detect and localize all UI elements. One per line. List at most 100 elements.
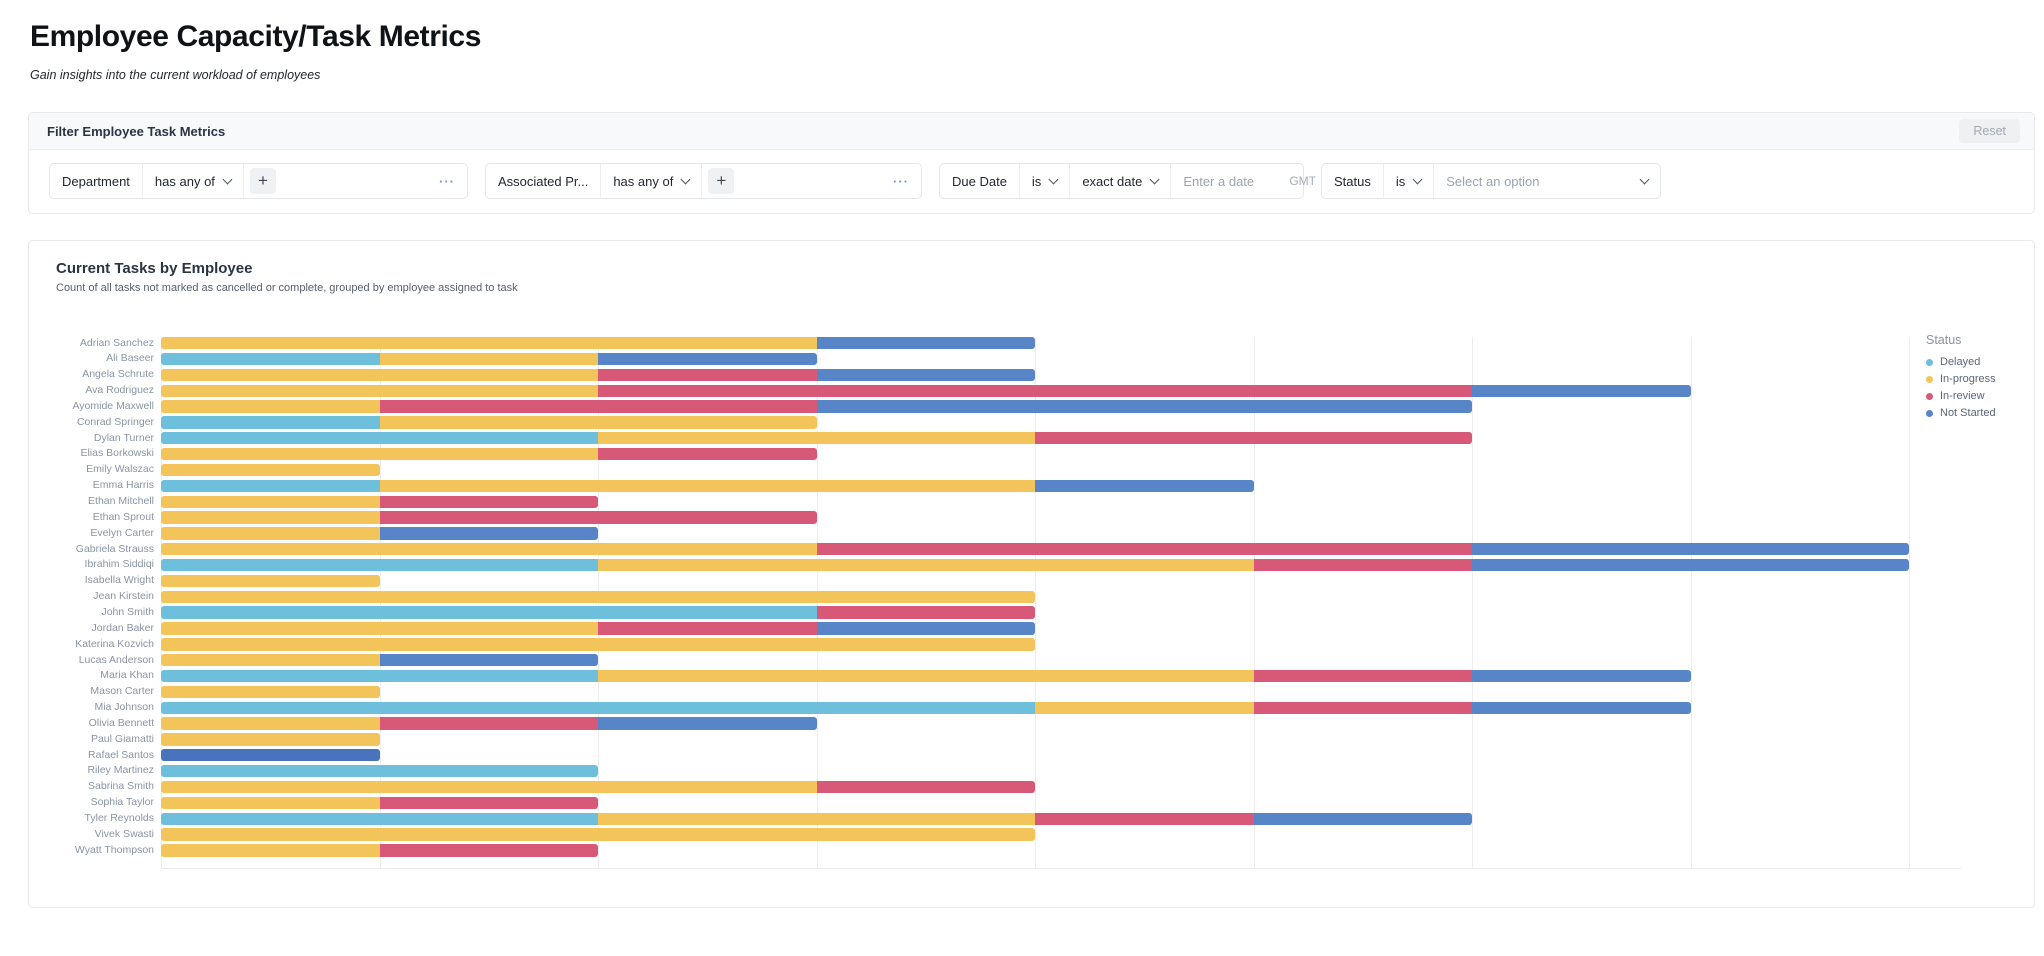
bar-segment-in-progress[interactable]	[161, 511, 380, 524]
legend-item-delayed[interactable]: Delayed	[1926, 356, 2034, 368]
bar-row	[161, 352, 817, 366]
bar-segment-in-review[interactable]	[598, 622, 817, 635]
department-operator-dropdown[interactable]: has any of	[141, 164, 243, 198]
bar-segment-in-progress[interactable]	[161, 400, 380, 413]
bar-segment-not-started[interactable]	[1472, 384, 1691, 397]
bar-segment-in-review[interactable]	[1035, 812, 1254, 825]
project-more-button[interactable]: ···	[893, 173, 909, 189]
bar-segment-not-started[interactable]	[1472, 558, 1909, 572]
bar-segment-in-review[interactable]	[1253, 558, 1472, 572]
bar-segment-in-progress[interactable]	[161, 337, 817, 350]
bar-segment-in-progress[interactable]	[161, 685, 380, 699]
bar-segment-in-review[interactable]	[1035, 432, 1472, 445]
bar-segment-not-started[interactable]	[816, 337, 1035, 350]
bar-segment-in-progress[interactable]	[161, 828, 1035, 841]
add-department-value-button[interactable]: +	[249, 168, 276, 194]
reset-button[interactable]: Reset	[1959, 119, 2020, 143]
bar-segment-in-progress[interactable]	[161, 622, 598, 635]
bar-segment-in-review[interactable]	[598, 447, 817, 461]
bar-row	[161, 574, 380, 588]
bar-segment-not-started[interactable]	[1472, 669, 1691, 683]
x-gridline	[598, 337, 599, 869]
bar-segment-in-progress[interactable]	[161, 638, 1035, 651]
bar-segment-in-progress[interactable]	[161, 654, 380, 667]
bar-segment-in-review[interactable]	[598, 368, 817, 382]
bar-segment-in-progress[interactable]	[598, 558, 1254, 572]
bar-segment-in-progress[interactable]	[161, 495, 380, 508]
department-more-button[interactable]: ···	[439, 173, 455, 189]
bar-segment-in-review[interactable]	[1253, 701, 1472, 714]
bar-segment-delayed[interactable]	[161, 669, 598, 683]
bar-segment-in-progress[interactable]	[161, 780, 817, 794]
bar-segment-delayed[interactable]	[161, 701, 1035, 714]
status-operator-dropdown[interactable]: is	[1382, 164, 1433, 198]
department-values-area[interactable]	[282, 164, 427, 198]
bar-segment-not-started[interactable]	[379, 527, 598, 540]
legend-item-not-started[interactable]: Not Started	[1926, 407, 2034, 419]
bar-segment-not-started[interactable]	[1253, 812, 1472, 825]
bar-segment-in-review[interactable]	[379, 400, 817, 413]
filter-pill-department: Department has any of + ···	[49, 163, 468, 199]
bar-segment-in-review[interactable]	[379, 717, 598, 730]
bar-segment-in-progress[interactable]	[598, 812, 1035, 825]
bar-segment-delayed[interactable]	[161, 352, 380, 366]
bar-segment-in-review[interactable]	[379, 844, 598, 857]
bar-segment-in-progress[interactable]	[161, 844, 380, 857]
bar-segment-in-review[interactable]	[816, 543, 1472, 556]
due-date-mode-dropdown[interactable]: exact date	[1069, 164, 1170, 198]
bar-segment-not-started[interactable]	[816, 622, 1035, 635]
bar-segment-in-progress[interactable]	[161, 543, 817, 556]
bar-segment-in-review[interactable]	[816, 606, 1035, 619]
bar-segment-delayed[interactable]	[161, 558, 598, 572]
bar-segment-in-progress[interactable]	[379, 416, 817, 429]
filter-pill-associated-project: Associated Pr... has any of + ···	[485, 163, 922, 199]
bar-segment-in-progress[interactable]	[161, 733, 380, 746]
bar-segment-in-review[interactable]	[1253, 669, 1472, 683]
bar-segment-delayed[interactable]	[161, 606, 817, 619]
project-operator-dropdown[interactable]: has any of	[600, 164, 701, 198]
bar-segment-in-progress[interactable]	[379, 352, 598, 366]
project-values-area[interactable]	[740, 164, 881, 198]
bar-segment-delayed[interactable]	[161, 764, 598, 778]
add-project-value-button[interactable]: +	[708, 168, 735, 194]
bar-segment-in-progress[interactable]	[161, 447, 598, 461]
bar-segment-in-progress[interactable]	[598, 669, 1254, 683]
legend-item-in-progress[interactable]: In-progress	[1926, 373, 2034, 385]
bar-segment-not-started[interactable]	[598, 717, 817, 730]
status-select[interactable]: Select an option	[1433, 164, 1660, 198]
bar-segment-in-progress[interactable]	[161, 796, 380, 810]
bar-segment-in-progress[interactable]	[161, 574, 380, 588]
bar-segment-not-started[interactable]	[1472, 543, 1909, 556]
bar-segment-in-review[interactable]	[598, 384, 1472, 397]
bar-segment-not-started[interactable]	[1035, 479, 1254, 493]
chart-subtitle: Count of all tasks not marked as cancell…	[56, 282, 518, 294]
bar-segment-in-review[interactable]	[379, 511, 817, 524]
bar-segment-in-progress[interactable]	[379, 479, 1035, 493]
bar-row	[161, 828, 1035, 841]
bar-segment-not-started[interactable]	[816, 400, 1472, 413]
bar-segment-delayed[interactable]	[161, 812, 598, 825]
bar-segment-in-review[interactable]	[379, 796, 598, 810]
bar-segment-in-progress[interactable]	[1035, 701, 1254, 714]
bar-segment-in-review[interactable]	[816, 780, 1035, 794]
bar-segment-in-progress[interactable]	[598, 432, 1035, 445]
legend-item-in-review[interactable]: In-review	[1926, 390, 2034, 402]
bar-segment-not-started[interactable]	[598, 352, 817, 366]
bar-segment-not-started[interactable]	[379, 654, 598, 667]
bar-segment-in-review[interactable]	[379, 495, 598, 508]
bar-segment-in-progress[interactable]	[161, 527, 380, 540]
bar-segment-in-progress[interactable]	[161, 590, 1035, 603]
bar-segment-delayed[interactable]	[161, 416, 380, 429]
bar-segment-not-started[interactable]	[816, 368, 1035, 382]
bar-segment-in-progress[interactable]	[161, 384, 598, 397]
bar-segment-in-progress[interactable]	[161, 463, 380, 477]
bar-segment-not-started[interactable]	[1472, 701, 1691, 714]
due-date-input[interactable]	[1183, 173, 1288, 189]
bar-segment-delayed[interactable]	[161, 432, 598, 445]
bar-segment-delayed[interactable]	[161, 479, 380, 493]
due-date-operator-dropdown[interactable]: is	[1018, 164, 1069, 198]
bar-segment-not-started[interactable]	[161, 749, 380, 762]
bar-segment-in-progress[interactable]	[161, 368, 598, 382]
bar-row	[161, 749, 380, 762]
bar-segment-in-progress[interactable]	[161, 717, 380, 730]
